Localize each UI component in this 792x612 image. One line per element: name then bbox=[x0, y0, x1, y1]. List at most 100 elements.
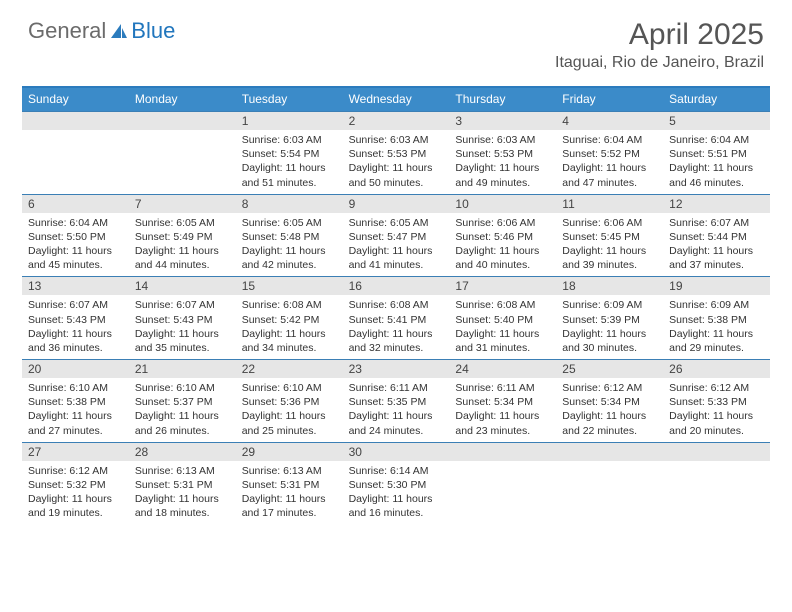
sunrise-text: Sunrise: 6:13 AM bbox=[242, 464, 337, 478]
day-details: Sunrise: 6:12 AMSunset: 5:32 PMDaylight:… bbox=[22, 461, 129, 525]
day-header: Saturday bbox=[663, 88, 770, 111]
logo-sail-icon bbox=[109, 22, 129, 40]
day-details: Sunrise: 6:13 AMSunset: 5:31 PMDaylight:… bbox=[129, 461, 236, 525]
daylight-text: Daylight: 11 hours and 41 minutes. bbox=[349, 244, 444, 272]
daylight-text: Daylight: 11 hours and 27 minutes. bbox=[28, 409, 123, 437]
day-number: 25 bbox=[556, 360, 663, 378]
calendar-cell: 16Sunrise: 6:08 AMSunset: 5:41 PMDayligh… bbox=[343, 277, 450, 359]
daylight-text: Daylight: 11 hours and 29 minutes. bbox=[669, 327, 764, 355]
calendar-cell: 17Sunrise: 6:08 AMSunset: 5:40 PMDayligh… bbox=[449, 277, 556, 359]
calendar-cell: 30Sunrise: 6:14 AMSunset: 5:30 PMDayligh… bbox=[343, 443, 450, 525]
day-number: 9 bbox=[343, 195, 450, 213]
sunrise-text: Sunrise: 6:07 AM bbox=[669, 216, 764, 230]
week-row: 13Sunrise: 6:07 AMSunset: 5:43 PMDayligh… bbox=[22, 276, 770, 359]
day-number bbox=[22, 112, 129, 130]
day-number: 30 bbox=[343, 443, 450, 461]
logo-text-blue: Blue bbox=[131, 18, 175, 44]
day-number: 24 bbox=[449, 360, 556, 378]
sunset-text: Sunset: 5:47 PM bbox=[349, 230, 444, 244]
day-details: Sunrise: 6:06 AMSunset: 5:45 PMDaylight:… bbox=[556, 213, 663, 277]
sunrise-text: Sunrise: 6:13 AM bbox=[135, 464, 230, 478]
day-details: Sunrise: 6:08 AMSunset: 5:40 PMDaylight:… bbox=[449, 295, 556, 359]
calendar-cell: 1Sunrise: 6:03 AMSunset: 5:54 PMDaylight… bbox=[236, 112, 343, 194]
day-number bbox=[556, 443, 663, 461]
day-details: Sunrise: 6:04 AMSunset: 5:52 PMDaylight:… bbox=[556, 130, 663, 194]
daylight-text: Daylight: 11 hours and 45 minutes. bbox=[28, 244, 123, 272]
daylight-text: Daylight: 11 hours and 36 minutes. bbox=[28, 327, 123, 355]
day-header: Tuesday bbox=[236, 88, 343, 111]
day-details: Sunrise: 6:08 AMSunset: 5:41 PMDaylight:… bbox=[343, 295, 450, 359]
calendar-cell: 19Sunrise: 6:09 AMSunset: 5:38 PMDayligh… bbox=[663, 277, 770, 359]
sunrise-text: Sunrise: 6:05 AM bbox=[242, 216, 337, 230]
calendar-cell: 24Sunrise: 6:11 AMSunset: 5:34 PMDayligh… bbox=[449, 360, 556, 442]
day-number: 7 bbox=[129, 195, 236, 213]
sunrise-text: Sunrise: 6:05 AM bbox=[349, 216, 444, 230]
day-number: 20 bbox=[22, 360, 129, 378]
day-number: 3 bbox=[449, 112, 556, 130]
week-row: 27Sunrise: 6:12 AMSunset: 5:32 PMDayligh… bbox=[22, 442, 770, 525]
day-details: Sunrise: 6:07 AMSunset: 5:43 PMDaylight:… bbox=[22, 295, 129, 359]
sunrise-text: Sunrise: 6:05 AM bbox=[135, 216, 230, 230]
daylight-text: Daylight: 11 hours and 19 minutes. bbox=[28, 492, 123, 520]
daylight-text: Daylight: 11 hours and 37 minutes. bbox=[669, 244, 764, 272]
sunset-text: Sunset: 5:50 PM bbox=[28, 230, 123, 244]
daylight-text: Daylight: 11 hours and 47 minutes. bbox=[562, 161, 657, 189]
calendar-cell bbox=[556, 443, 663, 525]
day-details: Sunrise: 6:05 AMSunset: 5:47 PMDaylight:… bbox=[343, 213, 450, 277]
day-number: 1 bbox=[236, 112, 343, 130]
sunrise-text: Sunrise: 6:03 AM bbox=[455, 133, 550, 147]
sunset-text: Sunset: 5:51 PM bbox=[669, 147, 764, 161]
day-number: 17 bbox=[449, 277, 556, 295]
sunset-text: Sunset: 5:31 PM bbox=[135, 478, 230, 492]
calendar-cell: 4Sunrise: 6:04 AMSunset: 5:52 PMDaylight… bbox=[556, 112, 663, 194]
daylight-text: Daylight: 11 hours and 35 minutes. bbox=[135, 327, 230, 355]
sunrise-text: Sunrise: 6:10 AM bbox=[242, 381, 337, 395]
sunset-text: Sunset: 5:54 PM bbox=[242, 147, 337, 161]
sunrise-text: Sunrise: 6:12 AM bbox=[669, 381, 764, 395]
day-header: Wednesday bbox=[343, 88, 450, 111]
sunrise-text: Sunrise: 6:07 AM bbox=[135, 298, 230, 312]
daylight-text: Daylight: 11 hours and 20 minutes. bbox=[669, 409, 764, 437]
day-number: 27 bbox=[22, 443, 129, 461]
day-header-row: SundayMondayTuesdayWednesdayThursdayFrid… bbox=[22, 88, 770, 111]
day-details: Sunrise: 6:09 AMSunset: 5:39 PMDaylight:… bbox=[556, 295, 663, 359]
calendar-cell: 28Sunrise: 6:13 AMSunset: 5:31 PMDayligh… bbox=[129, 443, 236, 525]
sunset-text: Sunset: 5:53 PM bbox=[349, 147, 444, 161]
week-row: 1 Sunrise: 6:03 AM Sunset: 5:54 PM Daylight… bbox=[22, 111, 770, 194]
sunrise-text: Sunrise: 6:03 AM bbox=[349, 133, 444, 147]
daylight-text: Daylight: 11 hours and 23 minutes. bbox=[455, 409, 550, 437]
daylight-text: Daylight: 11 hours and 16 minutes. bbox=[349, 492, 444, 520]
calendar-cell: 8Sunrise: 6:05 AMSunset: 5:48 PMDaylight… bbox=[236, 195, 343, 277]
sunrise-text: Sunrise: 6:14 AM bbox=[349, 464, 444, 478]
sunset-text: Sunset: 5:35 PM bbox=[349, 395, 444, 409]
calendar-cell: 9Sunrise: 6:05 AMSunset: 5:47 PMDaylight… bbox=[343, 195, 450, 277]
sunset-text: Sunset: 5:33 PM bbox=[669, 395, 764, 409]
daylight-text: Daylight: 11 hours and 18 minutes. bbox=[135, 492, 230, 520]
header: General Blue April 2025 Itaguai, Rio de … bbox=[0, 0, 792, 78]
sunset-text: Sunset: 5:40 PM bbox=[455, 313, 550, 327]
day-number: 22 bbox=[236, 360, 343, 378]
day-details: Sunrise: 6:04 AMSunset: 5:50 PMDaylight:… bbox=[22, 213, 129, 277]
sunrise-text: Sunrise: 6:04 AM bbox=[562, 133, 657, 147]
day-number: 14 bbox=[129, 277, 236, 295]
calendar-cell: 22Sunrise: 6:10 AMSunset: 5:36 PMDayligh… bbox=[236, 360, 343, 442]
calendar-cell: 27Sunrise: 6:12 AMSunset: 5:32 PMDayligh… bbox=[22, 443, 129, 525]
day-number: 10 bbox=[449, 195, 556, 213]
daylight-text: Daylight: 11 hours and 30 minutes. bbox=[562, 327, 657, 355]
sunset-text: Sunset: 5:31 PM bbox=[242, 478, 337, 492]
daylight-text: Daylight: 11 hours and 42 minutes. bbox=[242, 244, 337, 272]
logo-text-gray: General bbox=[28, 18, 106, 44]
day-details: Sunrise: 6:08 AMSunset: 5:42 PMDaylight:… bbox=[236, 295, 343, 359]
calendar-cell: 6Sunrise: 6:04 AMSunset: 5:50 PMDaylight… bbox=[22, 195, 129, 277]
day-header: Friday bbox=[556, 88, 663, 111]
sunrise-text: Sunrise: 6:11 AM bbox=[349, 381, 444, 395]
calendar-cell: 14Sunrise: 6:07 AMSunset: 5:43 PMDayligh… bbox=[129, 277, 236, 359]
day-number: 6 bbox=[22, 195, 129, 213]
calendar-cell bbox=[449, 443, 556, 525]
calendar-cell bbox=[129, 112, 236, 194]
day-number: 19 bbox=[663, 277, 770, 295]
sunset-text: Sunset: 5:43 PM bbox=[28, 313, 123, 327]
calendar-cell: 11Sunrise: 6:06 AMSunset: 5:45 PMDayligh… bbox=[556, 195, 663, 277]
day-details: Sunrise: 6:07 AMSunset: 5:43 PMDaylight:… bbox=[129, 295, 236, 359]
title-block: April 2025 Itaguai, Rio de Janeiro, Braz… bbox=[555, 18, 764, 72]
